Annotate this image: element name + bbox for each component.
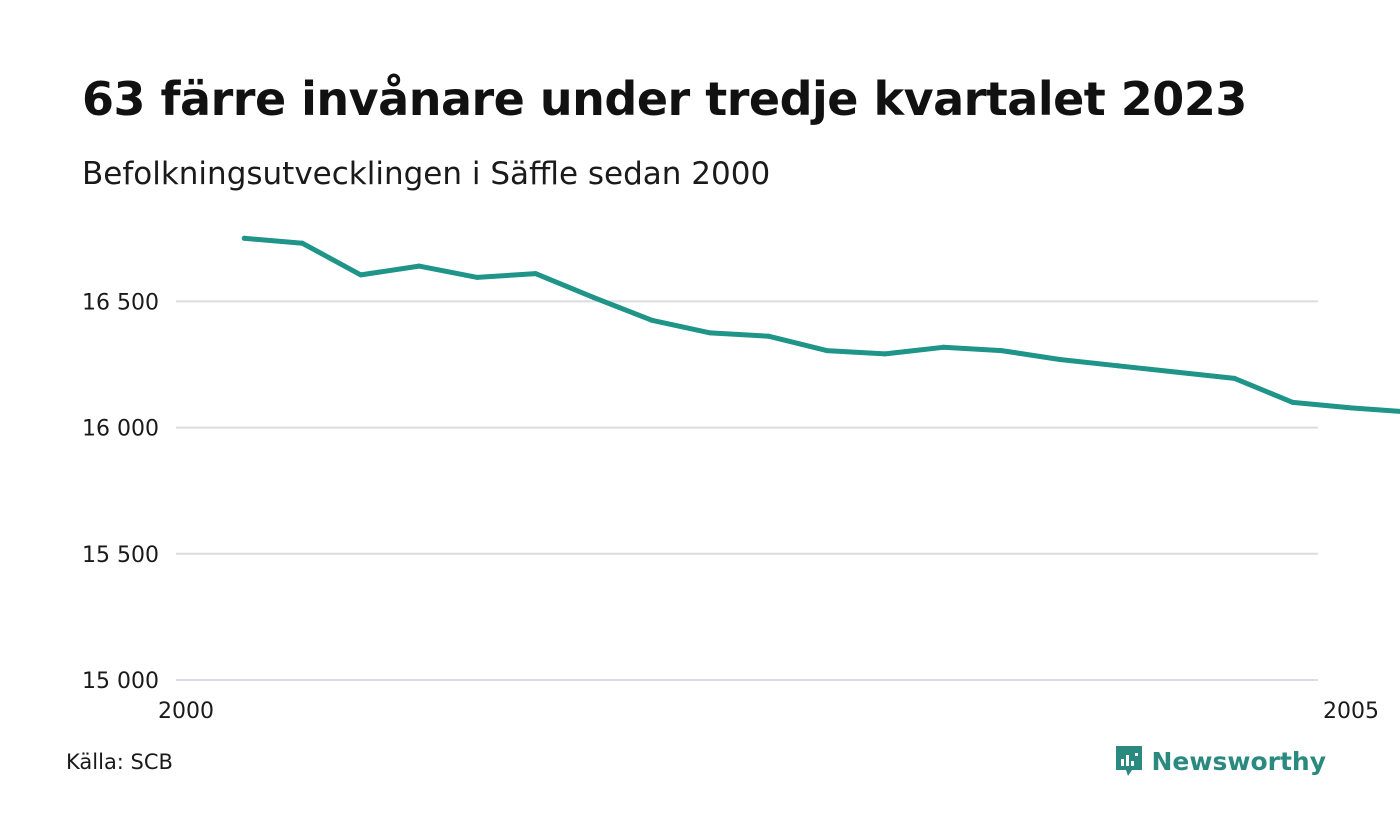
data-point bbox=[999, 348, 1004, 354]
source-note: Källa: SCB bbox=[66, 750, 173, 774]
data-point bbox=[882, 351, 888, 357]
data-point bbox=[1290, 399, 1296, 405]
data-points bbox=[241, 235, 1354, 411]
data-point bbox=[416, 263, 422, 269]
data-point bbox=[766, 333, 771, 339]
page-title: 63 färre invånare under tredje kvartalet… bbox=[82, 72, 1247, 126]
data-point bbox=[1057, 357, 1063, 362]
y-tick-label: 15 500 bbox=[82, 543, 159, 568]
data-point bbox=[940, 344, 946, 350]
data-point bbox=[649, 317, 655, 323]
data-point bbox=[241, 235, 247, 241]
x-tick-label: 2000 bbox=[158, 699, 214, 724]
data-point bbox=[707, 330, 713, 336]
data-point bbox=[300, 240, 305, 246]
data-point bbox=[1232, 375, 1237, 381]
x-axis-tick-labels: 20002005201020152020 bbox=[158, 699, 1379, 724]
data-point bbox=[1115, 363, 1121, 369]
data-point bbox=[358, 272, 364, 278]
data-point bbox=[591, 295, 597, 301]
data-point bbox=[474, 274, 480, 280]
y-tick-label: 15 000 bbox=[82, 669, 159, 694]
population-line bbox=[241, 235, 1400, 414]
newsworthy-logo-icon bbox=[1115, 746, 1142, 776]
brand-logo: Newsworthy bbox=[1114, 744, 1327, 778]
y-axis-tick-labels: 15 000 15 500 16 000 16 500 bbox=[82, 290, 159, 694]
y-tick-label: 16 000 bbox=[82, 417, 159, 442]
data-point bbox=[1173, 369, 1179, 375]
data-point bbox=[824, 348, 830, 354]
brand-name: Newsworthy bbox=[1151, 746, 1327, 776]
y-tick-label: 16 500 bbox=[82, 290, 159, 315]
gridlines bbox=[176, 300, 1318, 681]
x-tick-label: 2005 bbox=[1323, 699, 1379, 724]
chart-subtitle: Befolkningsutvecklingen i Säffle sedan 2… bbox=[82, 156, 771, 192]
data-point bbox=[1348, 405, 1354, 411]
data-point bbox=[533, 271, 538, 277]
